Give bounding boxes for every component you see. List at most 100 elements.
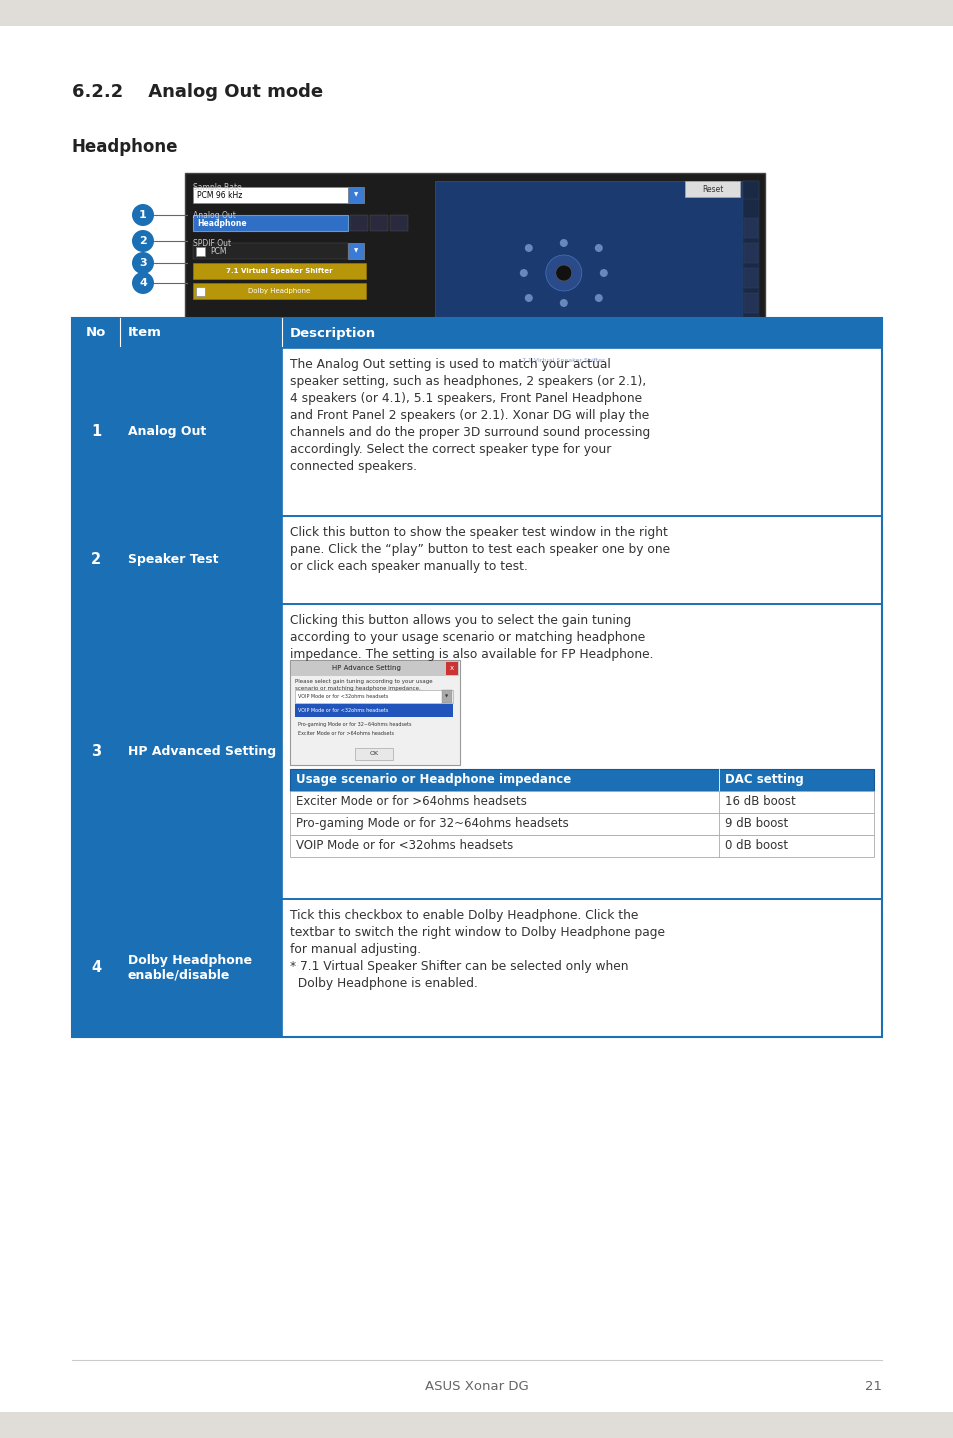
Text: Reset: Reset	[701, 184, 723, 194]
Circle shape	[519, 269, 527, 278]
Bar	[435, 181, 757, 365]
Bar	[743, 243, 758, 263]
Text: PCM 96 kHz: PCM 96 kHz	[196, 190, 242, 200]
Bar	[185, 173, 764, 372]
Text: Pro-gaming Mode or for 32~64ohms headsets: Pro-gaming Mode or for 32~64ohms headset…	[295, 817, 568, 830]
Text: No: No	[86, 326, 106, 339]
Text: OK: OK	[369, 751, 378, 756]
Circle shape	[524, 244, 532, 252]
Bar	[290, 791, 873, 812]
Text: 2: 2	[91, 552, 101, 568]
Bar	[282, 348, 882, 516]
Bar	[120, 516, 282, 604]
Bar	[71, 516, 120, 604]
Bar	[193, 263, 366, 279]
Text: 3: 3	[91, 743, 101, 759]
Bar	[350, 216, 368, 232]
Text: 21: 21	[864, 1379, 882, 1392]
Bar	[348, 243, 364, 259]
Text: 9 dB boost: 9 dB boost	[724, 817, 788, 830]
Text: ASUS Xonar DG: ASUS Xonar DG	[425, 1379, 528, 1392]
Bar	[282, 516, 882, 604]
Bar	[71, 604, 120, 899]
Bar	[355, 748, 393, 759]
Bar	[195, 288, 205, 296]
Text: 1: 1	[139, 210, 147, 220]
Bar	[193, 283, 366, 299]
Circle shape	[559, 299, 567, 306]
Text: 4: 4	[91, 961, 101, 975]
Text: Description: Description	[290, 326, 375, 339]
Circle shape	[132, 272, 153, 293]
Text: Speaker Test: Speaker Test	[128, 554, 218, 567]
Circle shape	[524, 293, 532, 302]
Text: The Analog Out setting is used to match your actual
speaker setting, such as hea: The Analog Out setting is used to match …	[290, 358, 650, 473]
Circle shape	[132, 204, 153, 226]
Bar	[282, 899, 882, 1037]
Bar	[348, 187, 364, 203]
Circle shape	[594, 244, 602, 252]
Text: Click this button to show the speaker test window in the right
pane. Click the “: Click this button to show the speaker te…	[290, 526, 669, 572]
Text: Headphone: Headphone	[71, 138, 178, 155]
Text: Analog Out: Analog Out	[128, 426, 206, 439]
Bar	[0, 0, 953, 26]
Text: Tick this checkbox to enable Dolby Headphone. Click the
textbar to switch the ri: Tick this checkbox to enable Dolby Headp…	[290, 909, 664, 989]
Circle shape	[599, 269, 607, 278]
Bar	[441, 689, 452, 703]
Text: Sample Rate: Sample Rate	[193, 183, 241, 193]
Text: 16 dB boost: 16 dB boost	[724, 795, 795, 808]
Text: ▼: ▼	[354, 193, 357, 197]
Text: 1: 1	[91, 424, 101, 440]
Text: DAC setting: DAC setting	[724, 774, 803, 787]
Text: HP Advanced Setting: HP Advanced Setting	[128, 745, 275, 758]
Text: ▼: ▼	[445, 695, 448, 697]
Text: x: x	[450, 664, 454, 672]
Text: Headphone: Headphone	[196, 219, 247, 227]
Bar	[71, 318, 882, 1037]
Bar	[294, 689, 453, 703]
Text: HP Advance Setting: HP Advance Setting	[332, 664, 400, 672]
Text: 3: 3	[139, 257, 147, 267]
Text: 4: 4	[139, 278, 147, 288]
Bar	[291, 660, 458, 676]
Bar	[370, 216, 388, 232]
Text: PCM: PCM	[210, 246, 226, 256]
Bar	[71, 318, 882, 348]
Bar	[742, 181, 759, 365]
Bar	[282, 604, 882, 899]
Bar	[743, 318, 758, 338]
Bar	[742, 181, 759, 198]
Bar	[684, 181, 740, 197]
Bar	[290, 660, 459, 765]
Bar	[0, 1412, 953, 1438]
Text: Item: Item	[128, 326, 162, 339]
Bar	[290, 834, 873, 857]
Text: Please select gain tuning according to your usage
scenario or matching headphone: Please select gain tuning according to y…	[294, 680, 432, 690]
Text: 0 dB boost: 0 dB boost	[724, 838, 787, 851]
Bar	[120, 899, 282, 1037]
Circle shape	[594, 293, 602, 302]
Bar	[743, 293, 758, 313]
Bar	[193, 187, 348, 203]
Text: Exciter Mode or for >64ohms headsets: Exciter Mode or for >64ohms headsets	[295, 795, 526, 808]
Bar	[195, 247, 205, 256]
Bar	[743, 344, 758, 362]
Circle shape	[132, 230, 153, 252]
Text: VOIP Mode or for <32ohms headsets: VOIP Mode or for <32ohms headsets	[295, 838, 513, 851]
Bar	[290, 812, 873, 834]
Circle shape	[556, 265, 571, 280]
Circle shape	[132, 252, 153, 275]
Bar	[390, 216, 408, 232]
Bar	[290, 768, 873, 791]
Text: VOIP Mode or for <32ohms headsets: VOIP Mode or for <32ohms headsets	[297, 693, 388, 699]
Bar	[71, 348, 120, 516]
Text: 7.1 Virtual Speaker Shifter: 7.1 Virtual Speaker Shifter	[522, 358, 604, 362]
Bar	[743, 267, 758, 288]
Text: Exciter Mode or for >64ohms headsets: Exciter Mode or for >64ohms headsets	[297, 731, 394, 736]
Bar	[71, 899, 120, 1037]
Circle shape	[559, 239, 567, 247]
Text: 7.1 Virtual Speaker Shifter: 7.1 Virtual Speaker Shifter	[226, 267, 332, 275]
Text: Pro-gaming Mode or for 32~64ohms headsets: Pro-gaming Mode or for 32~64ohms headset…	[297, 722, 411, 728]
Circle shape	[545, 255, 581, 290]
Text: Analog Out: Analog Out	[193, 211, 235, 220]
